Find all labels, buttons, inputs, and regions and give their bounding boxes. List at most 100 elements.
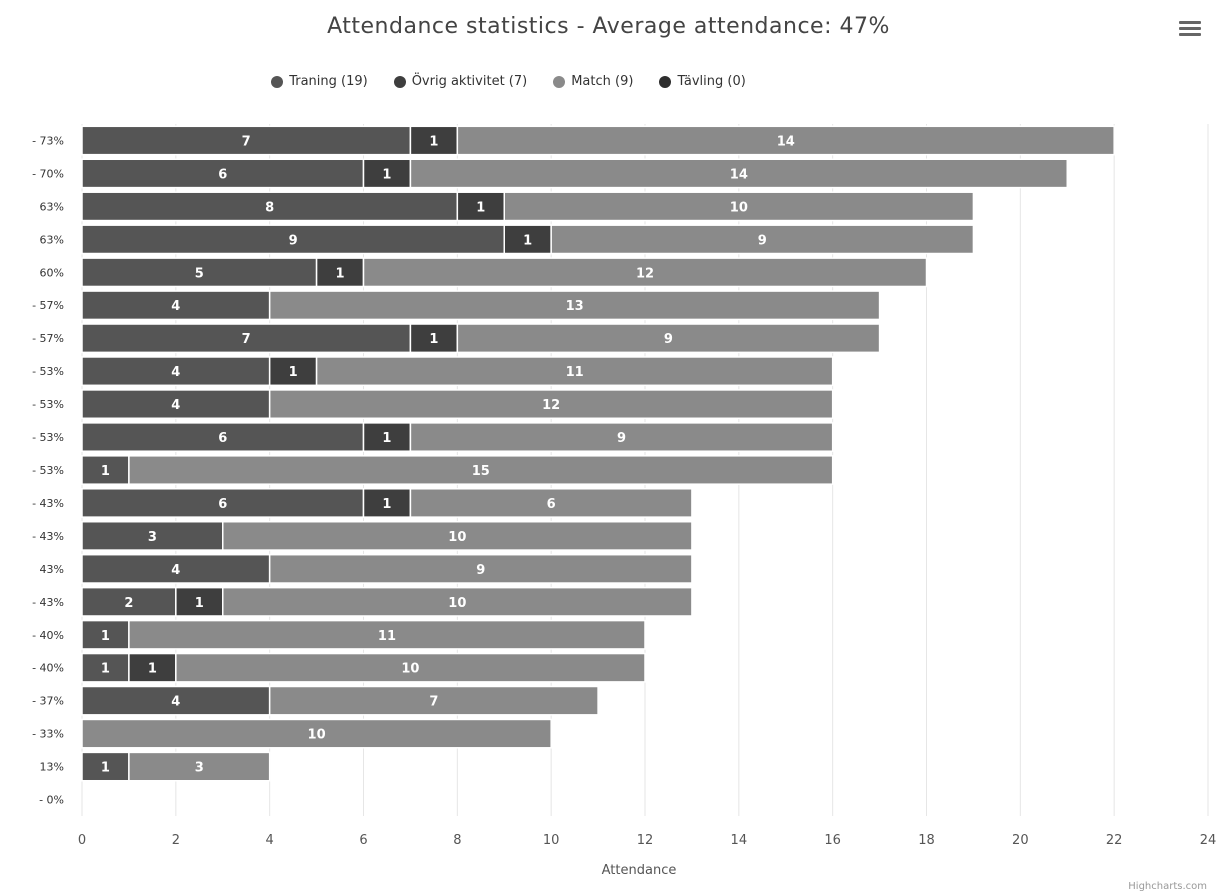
bar-segment-traning: [81, 224, 505, 255]
y-category-label: - 73%: [32, 134, 64, 147]
data-label: 9: [758, 233, 767, 248]
legend: Traning (19) Övrig aktivitet (7) Match (9)…: [0, 74, 1017, 89]
bar-segment-match: [503, 191, 975, 222]
bar-segment-match: [222, 520, 693, 551]
data-label: 3: [195, 761, 204, 776]
data-label: 6: [218, 497, 227, 512]
x-tick-label: 4: [266, 833, 274, 848]
data-label: 10: [401, 662, 419, 677]
data-label: 12: [636, 266, 654, 281]
data-label: 1: [382, 167, 391, 182]
x-tick-label: 2: [172, 833, 180, 848]
data-label: 1: [101, 662, 110, 677]
y-category-label: - 53%: [32, 431, 64, 444]
hamburger-menu-icon[interactable]: [1179, 18, 1201, 40]
x-tick-label: 24: [1200, 833, 1217, 848]
y-category-label: - 33%: [32, 728, 64, 741]
y-category-label: - 57%: [32, 332, 64, 345]
y-category-label: - 43%: [32, 596, 64, 609]
data-label: 4: [171, 299, 180, 314]
bar-segment-match: [456, 125, 1115, 156]
data-label: 15: [472, 464, 490, 479]
data-label: 1: [101, 761, 110, 776]
credits-link[interactable]: Highcharts.com: [1128, 881, 1207, 892]
y-category-label: 13%: [40, 761, 64, 774]
bar-segment-match: [550, 224, 975, 255]
data-label: 1: [429, 332, 438, 347]
y-category-label: 63%: [40, 233, 64, 246]
data-label: 4: [171, 398, 180, 413]
x-tick-label: 14: [731, 833, 748, 848]
data-label: 6: [547, 497, 556, 512]
data-label: 11: [378, 629, 396, 644]
data-label: 5: [195, 266, 204, 281]
data-label: 1: [476, 200, 485, 215]
bar-segment-ovrig: [362, 422, 412, 452]
data-label: 1: [336, 266, 345, 281]
bar-segment-match: [128, 455, 834, 485]
bar-segment-traning: [81, 257, 318, 288]
bar-segment-match: [409, 158, 1068, 189]
bar-segment-match: [268, 389, 834, 420]
y-category-label: - 43%: [32, 530, 64, 543]
data-label: 12: [542, 398, 560, 413]
data-label: 6: [218, 431, 227, 446]
bar-segment-traning: [81, 685, 271, 716]
x-tick-label: 22: [1106, 833, 1123, 848]
data-label: 1: [101, 464, 110, 479]
y-category-label: - 43%: [32, 497, 64, 510]
bar-segment-traning: [81, 520, 224, 551]
bar-segment-match: [128, 751, 271, 782]
data-label: 14: [730, 167, 748, 182]
data-label: 10: [448, 596, 466, 611]
bar-segment-ovrig: [362, 158, 412, 189]
data-label: 13: [566, 299, 584, 314]
data-label: 7: [429, 695, 438, 710]
bar-segment-match: [362, 257, 928, 288]
x-tick-label: 8: [453, 833, 461, 848]
y-category-label: - 70%: [32, 167, 64, 180]
legend-label: Traning (19): [289, 74, 368, 89]
x-axis-title: Attendance: [602, 863, 677, 878]
bar-segment-match: [268, 685, 599, 716]
data-label: 9: [617, 431, 626, 446]
bar-segment-traning: [81, 455, 130, 485]
bar-segment-match: [268, 290, 881, 321]
bar-segment-traning: [81, 323, 412, 354]
data-label: 1: [382, 497, 391, 512]
legend-label: Övrig aktivitet (7): [411, 74, 528, 89]
x-tick-label: 10: [543, 833, 560, 848]
data-label: 6: [218, 167, 227, 182]
bar-segment-match: [409, 488, 693, 518]
y-category-label: - 40%: [32, 662, 64, 675]
data-label: 10: [448, 530, 466, 545]
data-label: 10: [730, 200, 748, 215]
x-tick-label: 0: [78, 833, 86, 848]
bar-segment-match: [268, 553, 693, 584]
x-tick-label: 20: [1012, 833, 1029, 848]
legend-item-traning[interactable]: Traning (19): [271, 74, 368, 89]
bar-segment-traning: [81, 389, 271, 420]
data-label: 10: [308, 728, 326, 743]
legend-label: Tävling (0): [677, 74, 746, 89]
y-category-label: - 53%: [32, 398, 64, 411]
data-label: 9: [664, 332, 673, 347]
bar-segment-traning: [81, 191, 459, 222]
legend-label: Match (9): [571, 74, 634, 89]
data-label: 1: [382, 431, 391, 446]
data-label: 3: [148, 530, 157, 545]
legend-item-match[interactable]: Match (9): [553, 74, 633, 89]
data-label: 4: [171, 365, 180, 380]
legend-marker-icon: [393, 75, 406, 88]
data-label: 1: [148, 662, 157, 677]
bar-segment-ovrig: [409, 125, 459, 156]
data-label: 7: [242, 332, 251, 347]
chart-title: Attendance statistics - Average attendan…: [327, 14, 890, 39]
data-label: 1: [195, 596, 204, 611]
bar-segment-traning: [81, 488, 365, 518]
data-label: 2: [124, 596, 133, 611]
legend-item-ovrig[interactable]: Övrig aktivitet (7): [393, 74, 528, 89]
legend-item-tavling[interactable]: Tävling (0): [659, 74, 746, 89]
data-label: 1: [429, 134, 438, 149]
